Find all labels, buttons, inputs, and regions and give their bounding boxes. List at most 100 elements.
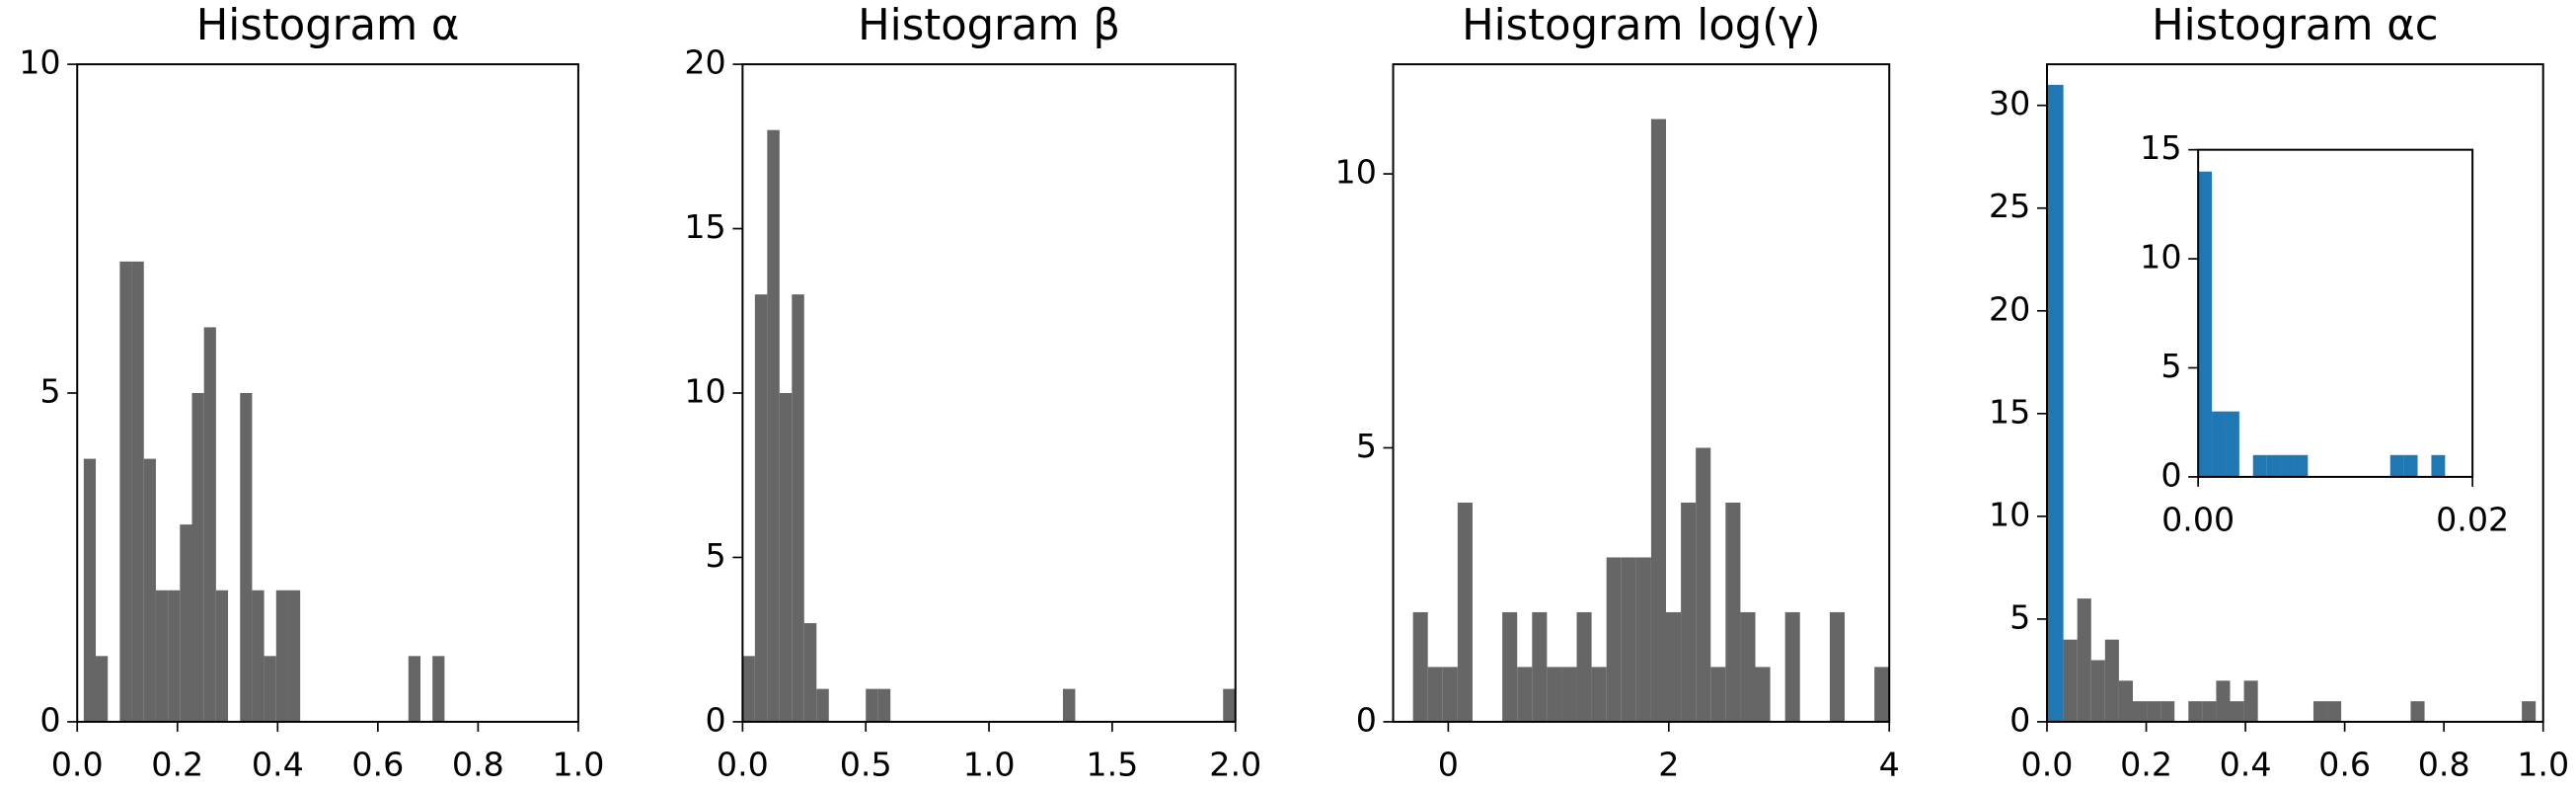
histogram-bar — [1740, 611, 1756, 722]
x-tick-label: 1.0 — [963, 745, 1016, 783]
histogram-bar — [119, 261, 132, 722]
histogram-bar — [2312, 701, 2328, 722]
histogram-bar — [1784, 611, 1800, 722]
histogram-bar — [2188, 701, 2203, 722]
histogram-bar — [1062, 688, 1076, 722]
histogram-bar — [2327, 701, 2342, 722]
histogram-bar — [1223, 688, 1236, 722]
y-tick-label: 0 — [706, 700, 726, 739]
x-tick-label: 0.0 — [51, 745, 104, 783]
y-tick-label: 10 — [684, 372, 725, 411]
histogram-bar — [2216, 680, 2231, 722]
x-tick-label: 0.2 — [2120, 745, 2172, 783]
histogram-bar — [2160, 701, 2175, 722]
histogram-bar — [2198, 171, 2213, 477]
histogram-bar — [792, 294, 804, 722]
histogram-bar — [803, 623, 817, 722]
histogram-bar — [1561, 667, 1577, 722]
x-tick-label: 0.00 — [2161, 500, 2235, 538]
histogram-bar — [816, 688, 829, 722]
axes-frame — [1392, 63, 1891, 723]
histogram-bar — [2410, 701, 2425, 722]
y-tick-label: 15 — [684, 207, 725, 246]
axes-frame — [2046, 63, 2544, 723]
x-tick-label: 0.5 — [840, 745, 892, 783]
histogram-bar — [2104, 639, 2119, 722]
histogram-bar — [215, 590, 229, 722]
histogram-bar — [1829, 611, 1845, 722]
histogram-bar — [2212, 411, 2226, 477]
x-tick-label: 0 — [1438, 745, 1459, 783]
histogram-bar — [1755, 667, 1771, 722]
chart-title: Histogram αc — [2152, 1, 2439, 50]
x-tick-label: 0.2 — [151, 745, 203, 783]
histogram-bar — [83, 458, 97, 722]
y-tick-label: 5 — [706, 536, 726, 575]
x-tick-label: 0.02 — [2436, 500, 2509, 538]
histogram-bar — [2118, 680, 2133, 722]
axes-frame — [2197, 148, 2474, 478]
histogram-bar — [203, 327, 216, 722]
histogram-bar — [2389, 454, 2404, 477]
histogram-bar — [1457, 502, 1473, 722]
y-tick-label: 10 — [1335, 153, 1377, 192]
histogram-bar — [1874, 667, 1890, 722]
histogram-bar — [1666, 611, 1682, 722]
axes-background — [2198, 149, 2473, 477]
histogram-bar — [2090, 660, 2105, 722]
histogram-bar — [754, 294, 768, 722]
x-tick-label: 0.4 — [252, 745, 304, 783]
x-tick-label: 4 — [1879, 745, 1900, 783]
histogram-bar — [767, 129, 780, 722]
x-tick-label: 1.0 — [2517, 745, 2569, 783]
y-tick-label: 0 — [2009, 700, 2030, 739]
histogram-bar — [2225, 411, 2239, 477]
histogram-bar — [779, 393, 793, 722]
histogram-bar — [2230, 701, 2244, 722]
histogram-bar — [1650, 119, 1667, 722]
histogram-bar — [275, 590, 288, 722]
y-tick-label: 20 — [684, 43, 725, 82]
histogram-bar — [1547, 667, 1562, 722]
y-tick-label: 10 — [19, 43, 60, 82]
histogram-bar — [2077, 598, 2091, 722]
histogram-bar — [2522, 701, 2537, 722]
y-tick-label: 15 — [2140, 128, 2181, 167]
y-tick-label: 20 — [1989, 289, 2030, 328]
chart-title: Histogram log(γ) — [1462, 1, 1821, 50]
histogram-bar — [1502, 611, 1518, 722]
histogram-bar — [866, 688, 878, 722]
histogram-bar — [1725, 502, 1741, 722]
histogram-bar — [432, 656, 445, 722]
histogram-bar — [2403, 454, 2418, 477]
y-tick-label: 10 — [1989, 495, 2030, 533]
x-tick-label: 0.0 — [717, 745, 769, 783]
histogram-bar — [2147, 701, 2161, 722]
x-tick-label: 1.5 — [1086, 745, 1138, 783]
histogram-bar — [1710, 667, 1726, 722]
y-tick-label: 5 — [39, 372, 60, 411]
x-tick-label: 0.0 — [2021, 745, 2074, 783]
histogram-bar — [1635, 557, 1651, 722]
x-tick-label: 2.0 — [1209, 745, 1261, 783]
x-tick-label: 0.6 — [351, 745, 404, 783]
histogram-bar — [2431, 454, 2446, 477]
y-tick-label: 15 — [1989, 392, 2030, 431]
histogram-bar — [1517, 667, 1533, 722]
histogram-bar — [1606, 557, 1622, 722]
histogram-bar — [2280, 454, 2295, 477]
histogram-bar — [2132, 701, 2148, 722]
y-tick-label: 10 — [2140, 238, 2181, 277]
histogram-bar — [1576, 611, 1592, 722]
chart-title: Histogram β — [858, 1, 1120, 50]
histogram-bar — [2202, 701, 2217, 722]
histogram-bar — [143, 458, 156, 722]
histogram-bar — [2063, 639, 2078, 722]
histogram-bar — [180, 524, 192, 722]
y-tick-label: 5 — [1356, 427, 1377, 465]
y-tick-label: 0 — [39, 700, 60, 739]
histogram-bar — [2266, 454, 2281, 477]
histogram-bar — [191, 393, 204, 722]
